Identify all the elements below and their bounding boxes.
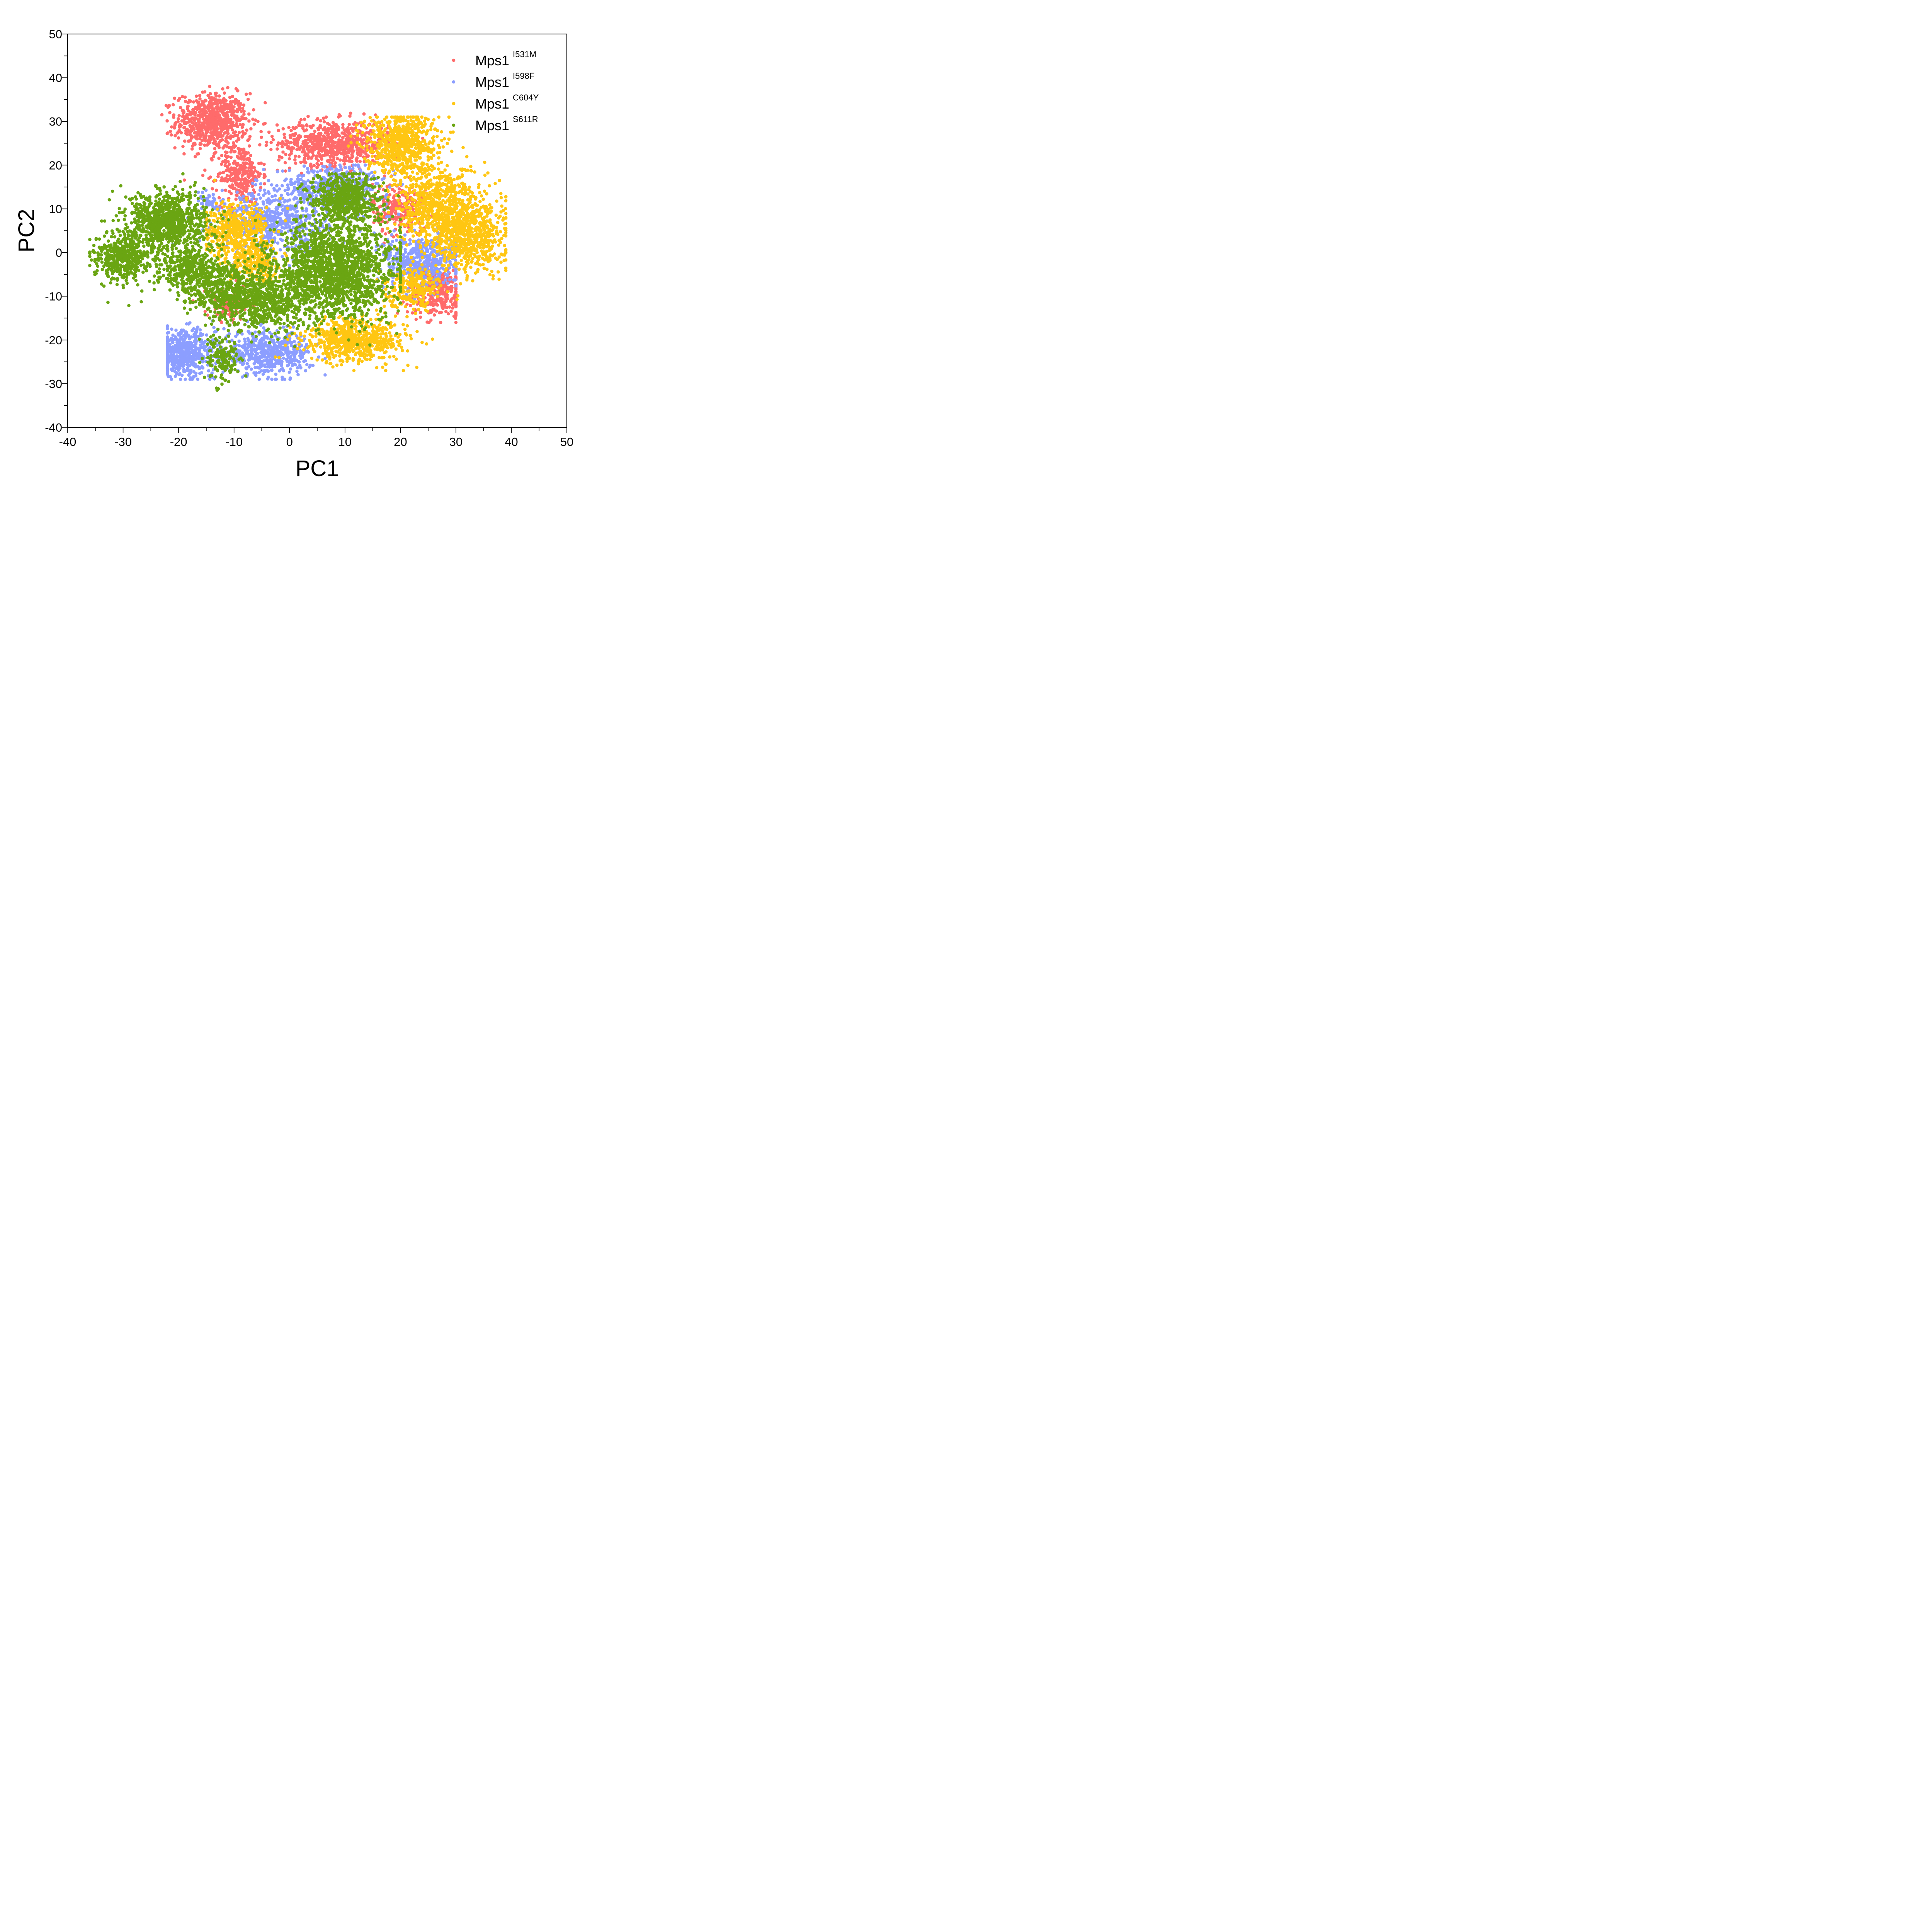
legend-superscript: I531M	[513, 49, 536, 59]
y-tick-label: 0	[56, 246, 62, 260]
y-tick-label: -20	[45, 333, 62, 347]
x-tick-label: -10	[225, 435, 243, 449]
legend-item: Mps1 I531M	[452, 49, 536, 68]
x-axis-tick-labels: -40 -30 -20 -10 0 10 20 30 40 50	[59, 435, 574, 449]
x-axis-title: PC1	[296, 456, 339, 481]
series-s611r	[88, 172, 402, 392]
legend-marker-icon	[452, 58, 456, 62]
legend-superscript: S611R	[513, 114, 538, 124]
y-tick-label: -10	[45, 290, 62, 303]
x-tick-label: 30	[449, 435, 463, 449]
legend-item: Mps1 S611R	[452, 114, 538, 133]
x-tick-label: 10	[338, 435, 352, 449]
axis-ticks	[62, 34, 567, 433]
legend-item: Mps1 I598F	[452, 71, 534, 90]
legend-marker-icon	[452, 123, 456, 127]
y-tick-label: -30	[45, 377, 62, 391]
y-tick-label: 50	[49, 27, 62, 41]
legend-item: Mps1 C604Y	[452, 93, 539, 112]
legend-superscript: C604Y	[513, 93, 539, 102]
pca-scatter-figure: -40 -30 -20 -10 0 10 20 30 40 50 -40 -30 -20 -10 0 10 2…	[14, 27, 574, 481]
legend-marker-icon	[452, 80, 456, 84]
y-axis-tick-labels: -40 -30 -20 -10 0 10 20 30 40 50	[45, 27, 62, 434]
x-tick-label: 0	[286, 435, 293, 449]
legend-label: Mps1	[475, 117, 509, 133]
y-tick-label: 20	[49, 158, 62, 172]
x-tick-label: -30	[114, 435, 132, 449]
y-tick-label: 40	[49, 71, 62, 85]
x-tick-label: 20	[394, 435, 407, 449]
x-tick-label: 50	[560, 435, 573, 449]
y-tick-label: -40	[45, 421, 62, 434]
x-tick-label: -40	[59, 435, 77, 449]
y-axis-title: PC2	[14, 209, 39, 253]
y-tick-label: 30	[49, 115, 62, 128]
y-tick-label: 10	[49, 202, 62, 216]
legend-marker-icon	[452, 102, 456, 105]
legend-label: Mps1	[475, 53, 509, 68]
x-tick-label: 40	[505, 435, 518, 449]
legend: Mps1 I531M Mps1 I598F Mps1 C604Y Mps1 S611R	[452, 49, 539, 133]
legend-label: Mps1	[475, 96, 509, 112]
scatter-points	[88, 85, 508, 392]
legend-superscript: I598F	[513, 71, 534, 81]
legend-label: Mps1	[475, 74, 509, 90]
series-c604y	[204, 115, 508, 372]
x-tick-label: -20	[170, 435, 187, 449]
